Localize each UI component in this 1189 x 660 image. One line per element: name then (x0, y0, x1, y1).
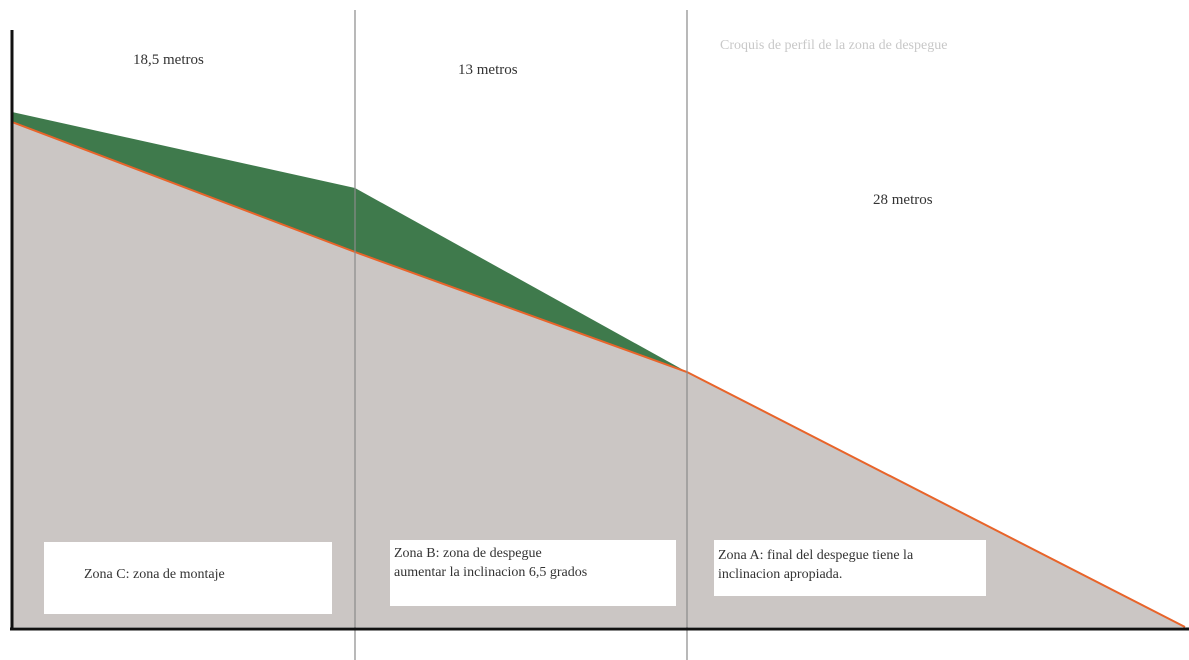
measure-zone-c: 18,5 metros (133, 52, 204, 68)
zone-a-line1: Zona A: final del despegue tiene la (718, 548, 914, 563)
zone-b-line1: Zona B: zona de despegue (394, 546, 542, 561)
zone-a-line2: inclinacion apropiada. (718, 567, 843, 582)
diagram-caption: Croquis de perfil de la zona de despegue (720, 38, 948, 53)
zone-c-label: Zona C: zona de montaje (44, 542, 332, 614)
measure-zone-b: 13 metros (458, 62, 518, 78)
measure-zone-a: 28 metros (873, 192, 933, 208)
zone-b-line2: aumentar la inclinacion 6,5 grados (394, 565, 588, 580)
terrain-area (12, 122, 1185, 627)
zone-a-label: Zona A: final del despegue tiene la incl… (714, 540, 986, 596)
zone-b-label: Zona B: zona de despegue aumentar la inc… (390, 540, 676, 606)
zone-c-line1: Zona C: zona de montaje (84, 567, 225, 582)
slope-line (11, 121, 1186, 628)
ramp-area (12, 112, 687, 372)
